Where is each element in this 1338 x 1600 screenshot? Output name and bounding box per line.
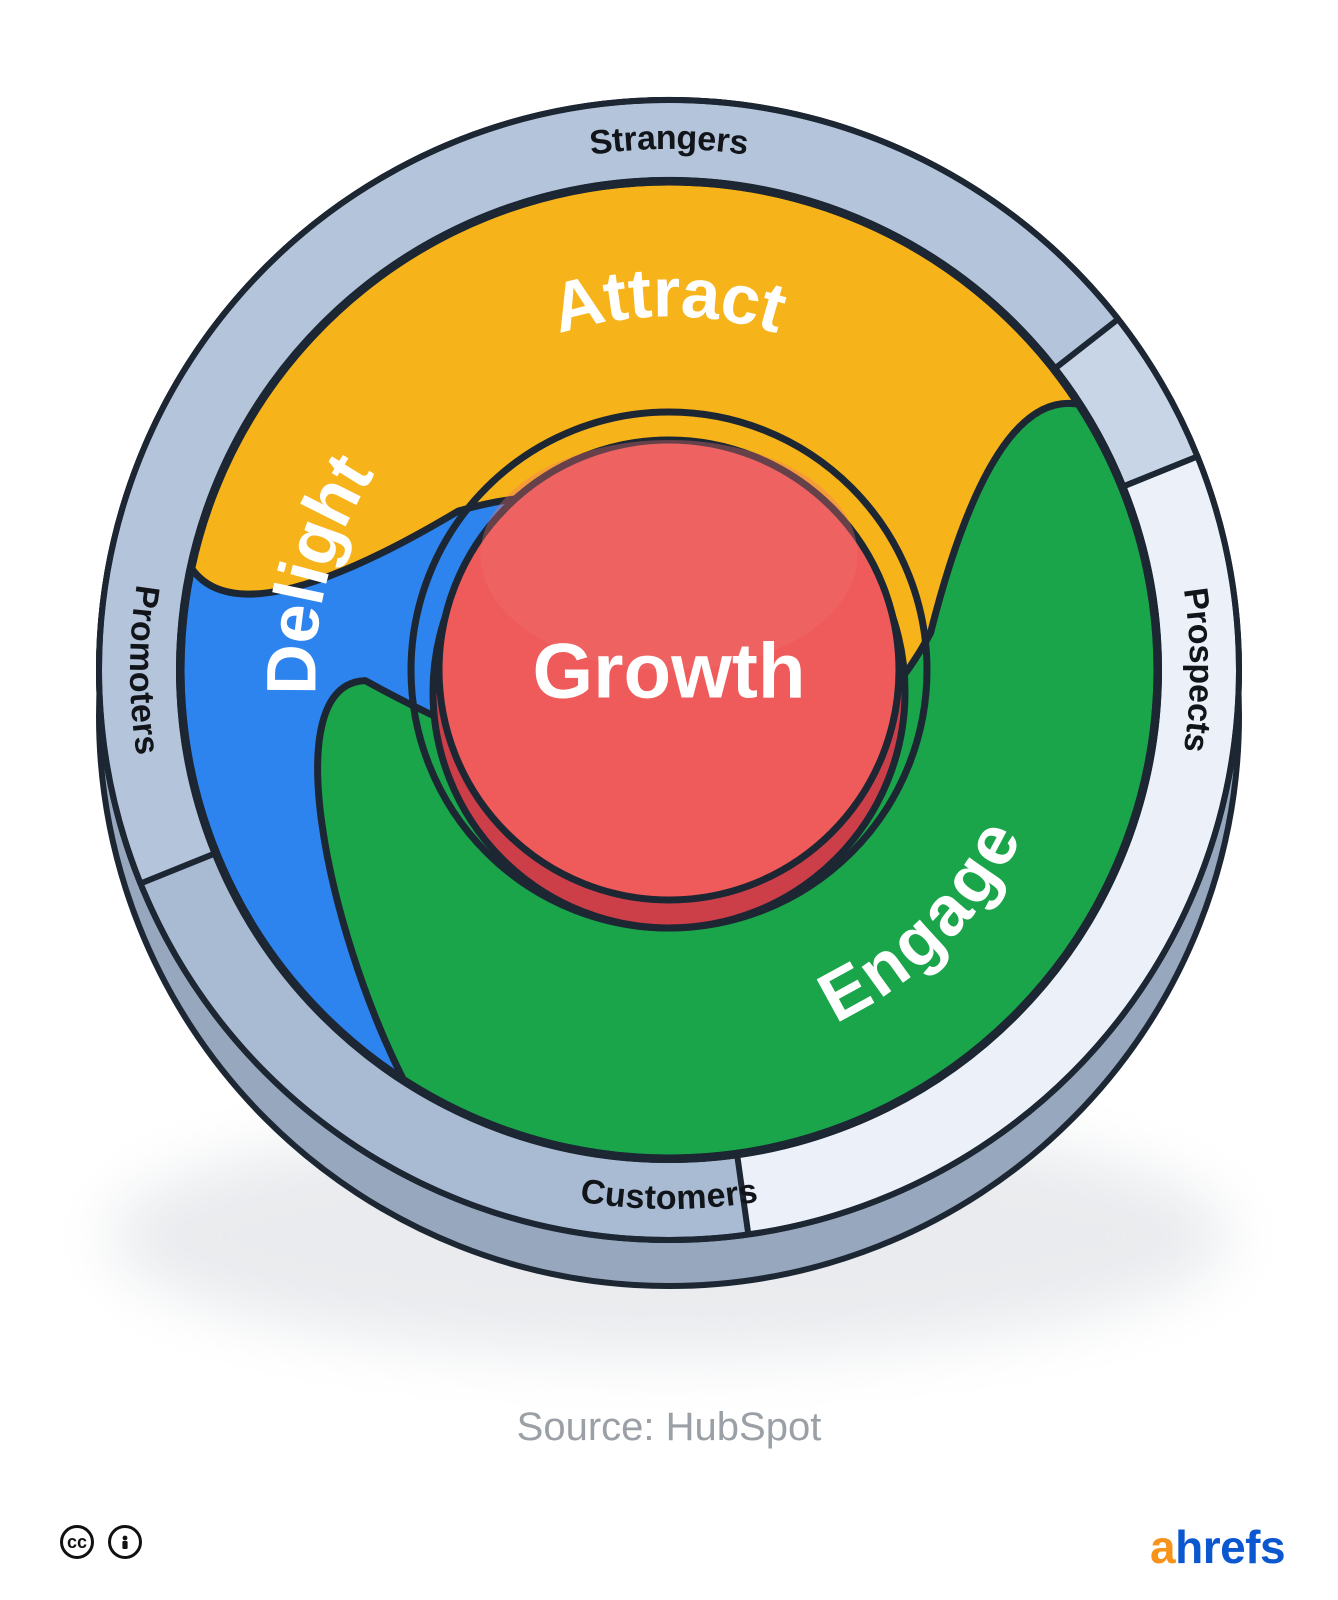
flywheel-svg: StrangersProspectsCustomersPromotersAttr… xyxy=(0,0,1338,1600)
growth-button-label: Growth xyxy=(533,626,806,714)
ahrefs-logo-a: a xyxy=(1150,1521,1175,1573)
source-caption-text: Source: HubSpot xyxy=(517,1405,822,1449)
source-caption: Source: HubSpot xyxy=(0,1405,1338,1450)
outer-label-strangers: Strangers xyxy=(587,119,750,163)
ahrefs-logo-rest: hrefs xyxy=(1175,1521,1285,1573)
flywheel-figure: StrangersProspectsCustomersPromotersAttr… xyxy=(0,0,1338,1600)
ahrefs-logo: ahrefs xyxy=(1150,1520,1285,1574)
cc-icon: cc xyxy=(60,1525,94,1559)
outer-label-promoters: Promoters xyxy=(122,583,167,757)
outer-label-prospects: Prospects xyxy=(1176,585,1220,754)
license-badges: cc xyxy=(60,1525,142,1559)
by-icon xyxy=(108,1525,142,1559)
